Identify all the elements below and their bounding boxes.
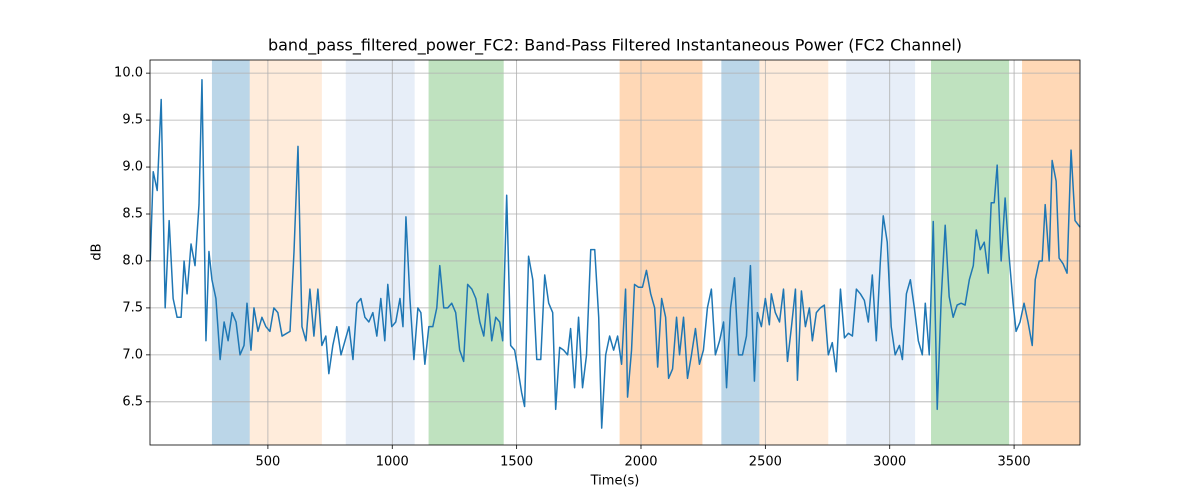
x-axis-label: Time(s) [590,474,640,489]
shaded-span [619,60,703,445]
x-tick-label: 3000 [873,455,906,470]
chart-title: band_pass_filtered_power_FC2: Band-Pass … [268,36,962,56]
x-tick-label: 2500 [749,455,782,470]
shaded-span [345,60,415,445]
shaded-span [211,60,250,445]
shaded-span [759,60,829,445]
shaded-span [721,60,760,445]
y-tick-label: 8.5 [122,207,143,222]
x-tick-label: 1500 [500,455,533,470]
y-tick-label: 8.0 [122,253,143,268]
y-tick-label: 9.0 [122,160,143,175]
shaded-span [249,60,322,445]
shaded-span [931,60,1010,445]
shaded-span [428,60,504,445]
plot-frame [149,59,1081,446]
shaded-span [1022,60,1080,445]
data-line [149,78,1081,429]
x-tick-label: 3500 [998,455,1031,470]
y-tick-label: 6.5 [122,394,143,409]
y-tick-label: 10.0 [114,66,143,81]
x-tick-label: 2000 [624,455,657,470]
x-tick-label: 1000 [376,455,409,470]
x-tick-label: 500 [255,455,280,470]
y-axis-label: dB [90,243,105,260]
y-tick-label: 9.5 [122,113,143,128]
y-tick-label: 7.5 [122,300,143,315]
y-tick-label: 7.0 [122,347,143,362]
